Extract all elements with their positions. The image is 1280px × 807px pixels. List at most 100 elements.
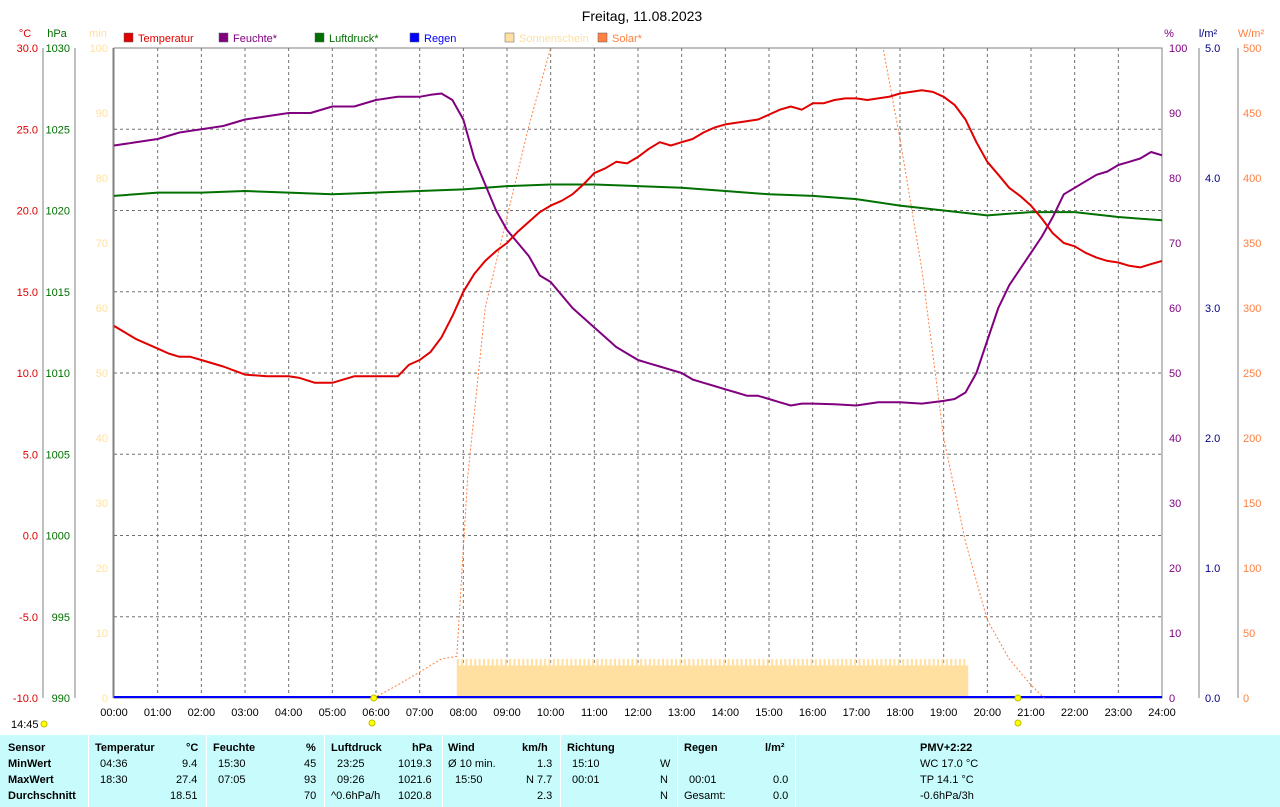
sunshine-bar xyxy=(852,665,855,698)
sunshine-bar xyxy=(624,665,627,698)
temp-tick-label: 20.0 xyxy=(17,206,38,218)
sunshine-bar xyxy=(891,665,894,698)
max-hum-val: 93 xyxy=(304,774,317,786)
sunshine-bar xyxy=(541,665,544,698)
sunshine-bar xyxy=(554,665,557,698)
rain-tick-label: 2.0 xyxy=(1205,433,1220,445)
legend-swatch xyxy=(597,32,608,43)
sunshine-bar xyxy=(771,659,774,698)
stats-row-min-label: MinWert xyxy=(8,758,52,770)
stats-row-max-label: MaxWert xyxy=(8,774,54,786)
sunrise-marker-bottom xyxy=(368,719,376,727)
sunshine-bar xyxy=(567,665,570,698)
sunshine-bar xyxy=(889,659,892,698)
sunshine-bar xyxy=(836,659,839,698)
sunshine-bar xyxy=(605,659,608,698)
legend-swatch xyxy=(123,32,134,43)
x-tick-label: 14:00 xyxy=(712,707,740,719)
sunshine-bar xyxy=(512,665,515,698)
min-wind-val: 1.3 xyxy=(537,758,553,770)
sunshine-bar xyxy=(881,665,884,698)
sunshine-bar xyxy=(669,665,672,698)
humidity-tick-label: 70 xyxy=(1169,238,1181,250)
sunshine-bar xyxy=(769,665,772,698)
sunshine-bar xyxy=(937,659,940,698)
sunshine-bar xyxy=(731,659,734,698)
sunshine-bar xyxy=(683,659,686,698)
sunshine-bar xyxy=(664,665,667,698)
sunshine-tick-label: 0 xyxy=(102,693,108,705)
sunshine-bar xyxy=(549,665,552,698)
sunshine-bar xyxy=(465,659,468,698)
solar-tick-label: 150 xyxy=(1243,498,1261,510)
sunshine-bar xyxy=(893,659,896,698)
sunshine-bar xyxy=(689,665,692,698)
x-tick-label: 03:00 xyxy=(231,707,259,719)
sunshine-bar xyxy=(966,665,969,698)
sunshine-bar xyxy=(944,665,947,698)
sunshine-bar xyxy=(602,665,605,698)
sunshine-bar xyxy=(938,665,941,698)
sunshine-tick-label: 60 xyxy=(96,303,108,315)
sunshine-bar xyxy=(660,665,663,698)
sunshine-bar xyxy=(701,659,704,698)
sunshine-bar xyxy=(536,665,539,698)
series-line-temperatur xyxy=(114,89,1162,384)
pressure-tick-label: 1005 xyxy=(46,449,70,461)
sunshine-bar xyxy=(520,665,523,698)
sunshine-bar xyxy=(912,665,915,698)
sunshine-bar xyxy=(628,665,631,698)
sunshine-bar xyxy=(940,665,943,698)
sunshine-bar xyxy=(884,659,887,698)
sunshine-bar xyxy=(670,659,673,698)
temp-tick-label: 0.0 xyxy=(23,531,38,543)
sunshine-bar xyxy=(740,659,743,698)
sunshine-bar xyxy=(482,659,485,698)
sunshine-bar xyxy=(811,665,814,698)
sunshine-bar xyxy=(515,665,518,698)
stats-header-hum-unit: % xyxy=(306,742,316,754)
sunshine-bar xyxy=(753,659,756,698)
sunshine-bar xyxy=(698,665,701,698)
sunshine-bar xyxy=(768,665,771,698)
sunshine-bar xyxy=(469,659,472,698)
sunshine-bar xyxy=(717,665,720,698)
max-rain-val: 0.0 xyxy=(773,774,789,786)
sunshine-bar xyxy=(854,659,857,698)
sunshine-tick-label: 70 xyxy=(96,238,108,250)
solar-axis-unit: W/m² xyxy=(1238,28,1265,40)
sunshine-bar xyxy=(903,665,906,698)
sunshine-bar xyxy=(929,665,932,698)
sunshine-bar xyxy=(673,665,676,698)
sunshine-bar xyxy=(848,665,851,698)
avg-rain-val: 0.0 xyxy=(773,790,789,802)
sunshine-bar xyxy=(861,665,864,698)
sunshine-bar xyxy=(500,659,503,698)
x-tick-label: 19:00 xyxy=(930,707,958,719)
min-dir-time: 15:10 xyxy=(572,758,600,770)
sunshine-bar xyxy=(759,665,762,698)
solar-tick-label: 450 xyxy=(1243,108,1261,120)
stats-header-press: Luftdruck xyxy=(331,742,382,754)
sunshine-bar xyxy=(798,665,801,698)
sunshine-bar xyxy=(618,659,621,698)
humidity-axis-unit: % xyxy=(1164,28,1174,40)
sunshine-bar xyxy=(474,659,477,698)
sunshine-bar xyxy=(597,665,600,698)
sunshine-bar xyxy=(864,665,867,698)
stats-header-rain: Regen xyxy=(684,742,718,754)
sunshine-bar xyxy=(510,665,513,698)
sunshine-bar xyxy=(648,659,651,698)
stats-header-wind: Wind xyxy=(448,742,475,754)
sunshine-bar xyxy=(600,659,603,698)
sunshine-bar xyxy=(611,665,614,698)
sunshine-bar xyxy=(625,665,628,698)
sunshine-bar xyxy=(574,659,577,698)
sunshine-bar xyxy=(676,665,679,698)
sunshine-bar xyxy=(497,665,500,698)
weather-chart: Freitag, 11.08.2023 30.0 25.0 20.0 15.0 10.0… xyxy=(11,8,1265,731)
sunshine-bar xyxy=(696,659,699,698)
temp-tick-label: 25.0 xyxy=(17,124,38,136)
sunshine-bar xyxy=(737,665,740,698)
sunshine-bar xyxy=(531,659,534,698)
